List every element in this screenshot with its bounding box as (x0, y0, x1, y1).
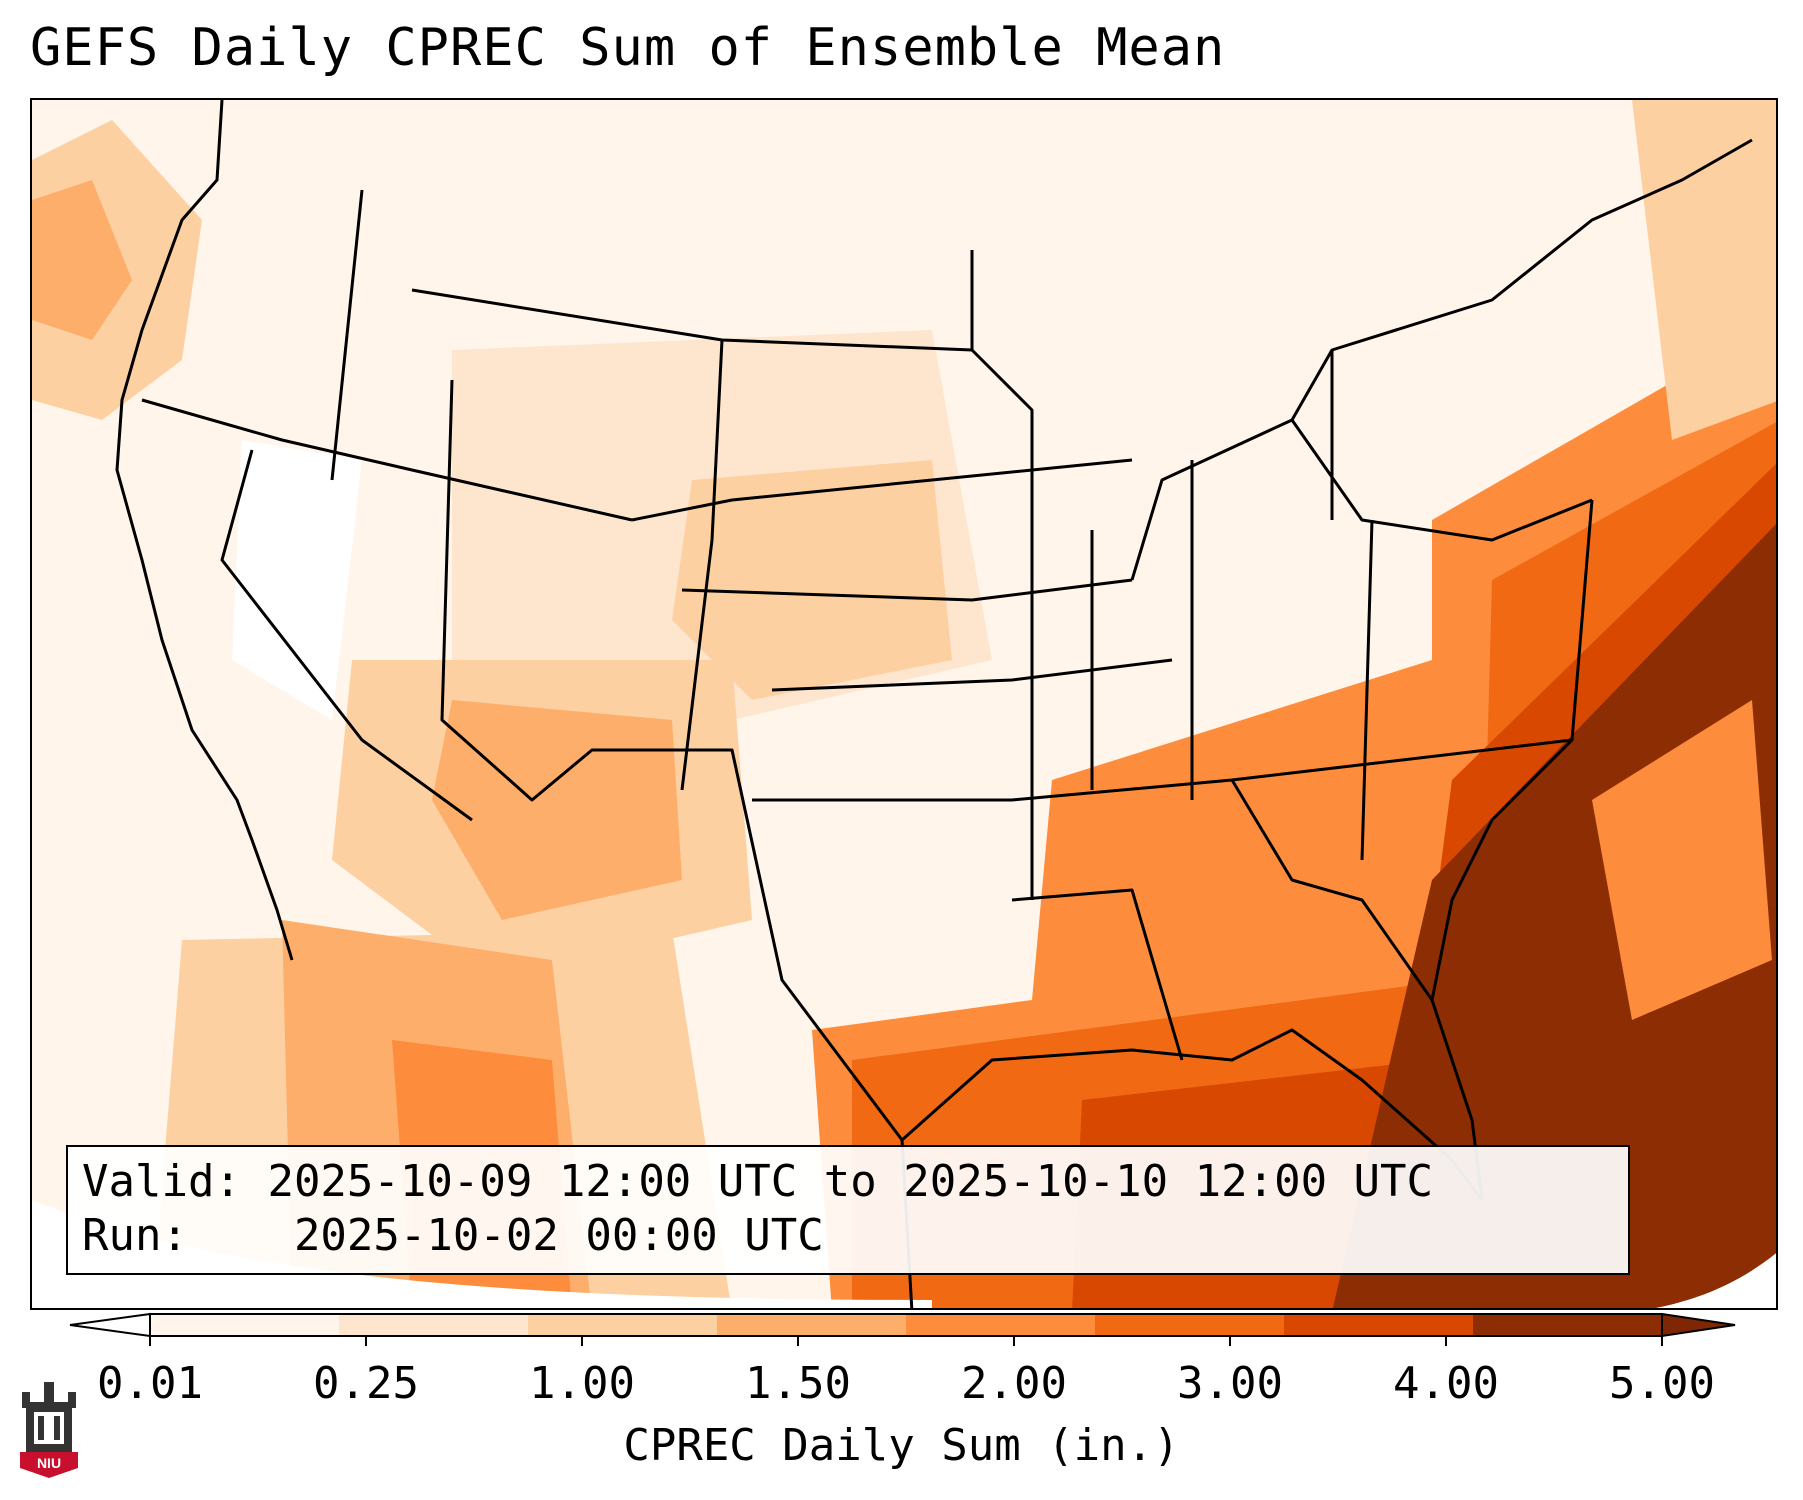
valid-value: 2025-10-09 12:00 UTC to 2025-10-10 12:00… (267, 1156, 1434, 1207)
valid-label: Valid: (82, 1156, 241, 1207)
colorbar-segment (1473, 1314, 1663, 1336)
colorbar-segment (906, 1314, 1096, 1336)
svg-text:NIU: NIU (37, 1455, 61, 1471)
colorbar-segment (1284, 1314, 1474, 1336)
colorbar-tick-label: 0.01 (97, 1358, 203, 1409)
valid-run-info-box: Valid: 2025-10-09 12:00 UTC to 2025-10-1… (66, 1145, 1630, 1275)
colorbar-tick-label: 3.00 (1177, 1358, 1283, 1409)
colorbar-segment (717, 1314, 907, 1336)
map-title: GEFS Daily CPREC Sum of Ensemble Mean (30, 18, 1226, 78)
colorbar-tick-label: 1.00 (529, 1358, 635, 1409)
colorbar-frame (149, 1313, 1663, 1337)
map-canvas (32, 100, 1776, 1308)
colorbar-segment (1095, 1314, 1285, 1336)
colorbar-tick-label: 4.00 (1393, 1358, 1499, 1409)
colorbar-tick-label: 5.00 (1609, 1358, 1715, 1409)
colorbar-under-arrow (69, 1312, 151, 1338)
state-borders (115, 100, 1753, 1308)
colorbar-over-arrow (1661, 1312, 1736, 1338)
colorbar-tick-label: 1.50 (745, 1358, 851, 1409)
niu-logo-icon: NIU (20, 1382, 78, 1478)
run-value: 2025-10-02 00:00 UTC (293, 1210, 824, 1261)
colorbar-tick-label: 2.00 (961, 1358, 1067, 1409)
colorbar-segment (150, 1314, 340, 1336)
colorbar-label: CPREC Daily Sum (in.) (623, 1420, 1180, 1471)
colorbar-segment (528, 1314, 718, 1336)
precipitation-map (30, 98, 1778, 1310)
colorbar-segment (339, 1314, 529, 1336)
run-label: Run: (82, 1210, 188, 1261)
colorbar-tick-label: 0.25 (313, 1358, 419, 1409)
